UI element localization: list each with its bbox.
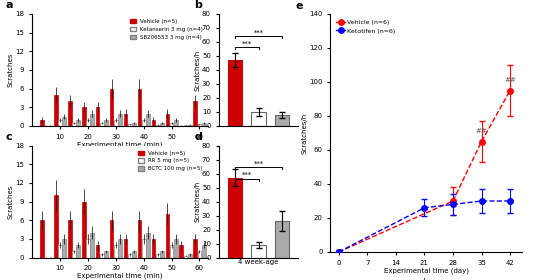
Bar	[114, 120, 118, 126]
Bar	[110, 89, 114, 126]
Bar	[128, 124, 132, 126]
Bar	[252, 112, 265, 126]
Text: ***: ***	[241, 172, 252, 178]
Bar	[40, 220, 44, 258]
Text: e: e	[296, 1, 303, 11]
Bar	[124, 239, 127, 258]
Bar	[86, 120, 90, 126]
Bar	[114, 245, 118, 258]
Bar	[275, 115, 289, 126]
Bar	[156, 255, 159, 258]
X-axis label: Experimental time (day): Experimental time (day)	[384, 267, 469, 274]
Bar	[40, 120, 44, 126]
Bar	[146, 233, 150, 258]
Bar	[252, 245, 265, 258]
Text: ***: ***	[254, 161, 263, 167]
Bar	[166, 114, 169, 126]
Bar	[132, 123, 136, 126]
Bar	[169, 123, 173, 126]
Bar	[228, 178, 242, 258]
Y-axis label: Scratches/h: Scratches/h	[195, 181, 200, 222]
Bar	[180, 245, 183, 258]
X-axis label: Experimental time (min): Experimental time (min)	[77, 141, 163, 148]
Bar	[90, 233, 94, 258]
Bar	[68, 220, 71, 258]
Bar	[58, 120, 62, 126]
Bar	[110, 220, 114, 258]
Legend: Vehicle (n=5), Ketanserin 3 mg (n=4), SB206553 3 mg (n=4): Vehicle (n=5), Ketanserin 3 mg (n=4), SB…	[128, 17, 205, 42]
Text: ##: ##	[475, 128, 487, 134]
Bar	[188, 255, 191, 258]
Bar	[228, 60, 242, 126]
Text: b: b	[195, 0, 203, 10]
Bar	[128, 255, 132, 258]
Legend: Vehicle (n=6), Ketotifen (n=6): Vehicle (n=6), Ketotifen (n=6)	[334, 17, 398, 36]
Bar	[54, 195, 58, 258]
Bar	[202, 123, 206, 126]
Text: d: d	[195, 132, 203, 142]
Bar	[104, 251, 108, 258]
Bar	[166, 214, 169, 258]
Bar	[160, 123, 164, 126]
Bar	[72, 251, 76, 258]
Bar	[142, 239, 146, 258]
Bar	[184, 256, 188, 258]
Bar	[138, 220, 141, 258]
Bar	[193, 101, 197, 126]
Bar	[151, 120, 155, 126]
Bar	[90, 114, 94, 126]
X-axis label: Experimental time (min): Experimental time (min)	[77, 273, 163, 279]
Bar	[62, 239, 66, 258]
Bar	[146, 114, 150, 126]
Bar	[104, 120, 108, 126]
Bar	[76, 120, 80, 126]
Bar	[156, 125, 159, 126]
Bar	[202, 245, 206, 258]
Bar	[124, 114, 127, 126]
Bar	[275, 221, 289, 258]
Text: c: c	[5, 132, 12, 142]
Bar	[138, 89, 141, 126]
Bar	[118, 239, 122, 258]
Bar	[174, 239, 177, 258]
Bar	[151, 239, 155, 258]
Text: ***: ***	[241, 41, 252, 46]
Bar	[142, 120, 146, 126]
Bar	[193, 239, 197, 258]
Bar	[118, 114, 122, 126]
Bar	[76, 245, 80, 258]
Bar	[160, 251, 164, 258]
Bar	[169, 245, 173, 258]
Bar	[100, 255, 103, 258]
Bar	[132, 251, 136, 258]
Text: ##: ##	[504, 77, 516, 83]
Bar	[188, 125, 191, 126]
Bar	[198, 251, 201, 258]
X-axis label: 4 week-age: 4 week-age	[238, 259, 279, 265]
Y-axis label: Scratches: Scratches	[8, 53, 14, 87]
Bar	[198, 124, 201, 126]
Bar	[100, 123, 103, 126]
Y-axis label: Scratches: Scratches	[8, 185, 14, 219]
Bar	[72, 123, 76, 126]
Bar	[58, 245, 62, 258]
Bar	[96, 107, 100, 126]
Legend: Vehicle (n=5), RR 5 mg (n=5), BCTC 100 mg (n=5): Vehicle (n=5), RR 5 mg (n=5), BCTC 100 m…	[136, 148, 205, 174]
Bar	[86, 239, 90, 258]
Bar	[96, 245, 100, 258]
Bar	[62, 117, 66, 126]
Bar	[184, 125, 188, 126]
Bar	[82, 107, 85, 126]
Bar	[68, 101, 71, 126]
Text: a: a	[5, 0, 13, 10]
Y-axis label: Scratches/h: Scratches/h	[195, 49, 200, 91]
Bar	[82, 202, 85, 258]
Bar	[174, 120, 177, 126]
Text: ***: ***	[254, 29, 263, 35]
Y-axis label: Scratches/h: Scratches/h	[302, 112, 308, 154]
Bar	[54, 95, 58, 126]
